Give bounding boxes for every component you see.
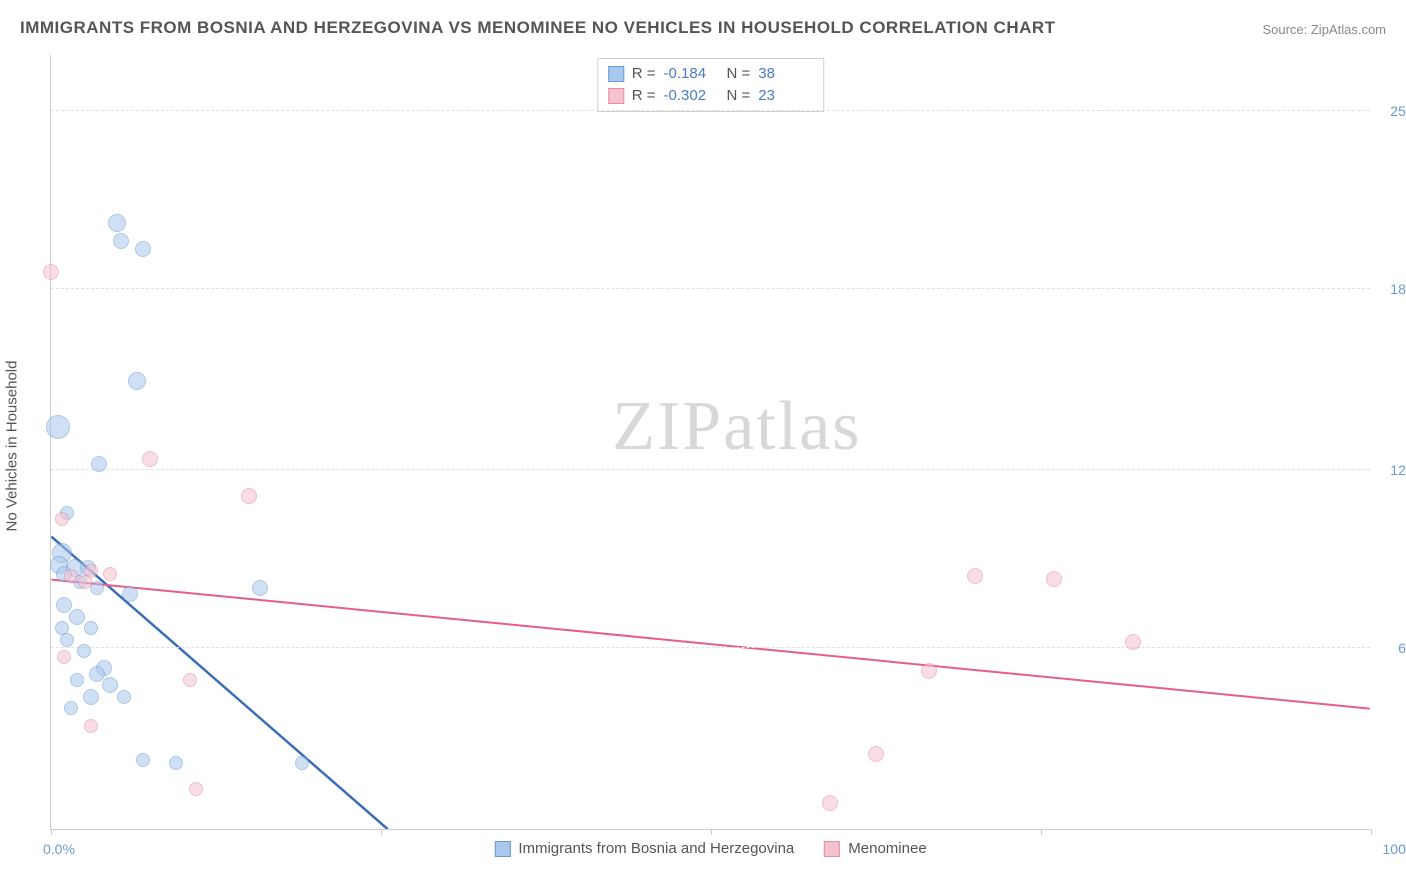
data-point	[122, 586, 138, 602]
data-point	[84, 719, 98, 733]
data-point	[183, 673, 197, 687]
data-point	[43, 264, 59, 280]
data-point	[967, 568, 983, 584]
data-point	[1046, 571, 1062, 587]
gridline	[51, 647, 1370, 648]
data-point	[868, 746, 884, 762]
series-legend: Immigrants from Bosnia and Herzegovina M…	[494, 840, 926, 857]
x-tick-label: 0.0%	[43, 841, 75, 857]
data-point	[64, 701, 78, 715]
r-value: -0.184	[664, 63, 719, 85]
legend-row: R = -0.184 N = 38	[608, 63, 814, 85]
data-point	[295, 756, 309, 770]
r-label: R =	[632, 85, 656, 107]
n-value: 23	[758, 85, 813, 107]
y-tick-label: 6.3%	[1398, 640, 1406, 656]
y-tick-label: 25.0%	[1390, 103, 1406, 119]
legend-label: Immigrants from Bosnia and Herzegovina	[518, 840, 794, 857]
data-point	[57, 650, 71, 664]
data-point	[113, 233, 129, 249]
data-point	[90, 581, 104, 595]
data-point	[89, 666, 105, 682]
data-point	[822, 795, 838, 811]
legend-item: Immigrants from Bosnia and Herzegovina	[494, 840, 794, 857]
data-point	[921, 663, 937, 679]
chart-title: IMMIGRANTS FROM BOSNIA AND HERZEGOVINA V…	[20, 18, 1056, 38]
plot-area: ZIPatlas R = -0.184 N = 38 R = -0.302 N …	[50, 55, 1370, 830]
x-tick-label: 100.0%	[1383, 841, 1406, 857]
legend-label: Menominee	[848, 840, 926, 857]
trend-lines	[51, 55, 1370, 829]
y-axis-label: No Vehicles in Household	[4, 361, 21, 532]
gridline	[51, 288, 1370, 289]
legend-row: R = -0.302 N = 23	[608, 85, 814, 107]
legend-swatch	[494, 841, 510, 857]
data-point	[1125, 634, 1141, 650]
n-label: N =	[727, 85, 751, 107]
data-point	[60, 633, 74, 647]
data-point	[252, 580, 268, 596]
n-label: N =	[727, 63, 751, 85]
legend-swatch	[824, 841, 840, 857]
data-point	[84, 621, 98, 635]
x-tick	[51, 829, 52, 835]
data-point	[83, 689, 99, 705]
legend-swatch	[608, 66, 624, 82]
r-label: R =	[632, 63, 656, 85]
x-tick	[381, 829, 382, 835]
data-point	[56, 597, 72, 613]
correlation-legend: R = -0.184 N = 38 R = -0.302 N = 23	[597, 58, 825, 112]
data-point	[142, 451, 158, 467]
source-label: Source: ZipAtlas.com	[1262, 22, 1386, 37]
y-tick-label: 18.8%	[1390, 281, 1406, 297]
data-point	[108, 214, 126, 232]
data-point	[128, 372, 146, 390]
gridline	[51, 110, 1370, 111]
data-point	[78, 575, 92, 589]
legend-item: Menominee	[824, 840, 926, 857]
x-tick	[711, 829, 712, 835]
x-tick	[1371, 829, 1372, 835]
data-point	[70, 673, 84, 687]
legend-swatch	[608, 88, 624, 104]
data-point	[64, 569, 78, 583]
data-point	[77, 644, 91, 658]
y-tick-label: 12.5%	[1390, 462, 1406, 478]
data-point	[102, 677, 118, 693]
data-point	[46, 415, 70, 439]
data-point	[169, 756, 183, 770]
n-value: 38	[758, 63, 813, 85]
data-point	[69, 609, 85, 625]
data-point	[117, 690, 131, 704]
data-point	[136, 753, 150, 767]
data-point	[55, 512, 69, 526]
data-point	[241, 488, 257, 504]
data-point	[91, 456, 107, 472]
data-point	[135, 241, 151, 257]
x-tick	[1041, 829, 1042, 835]
r-value: -0.302	[664, 85, 719, 107]
watermark: ZIPatlas	[612, 387, 861, 467]
data-point	[103, 567, 117, 581]
data-point	[189, 782, 203, 796]
gridline	[51, 469, 1370, 470]
